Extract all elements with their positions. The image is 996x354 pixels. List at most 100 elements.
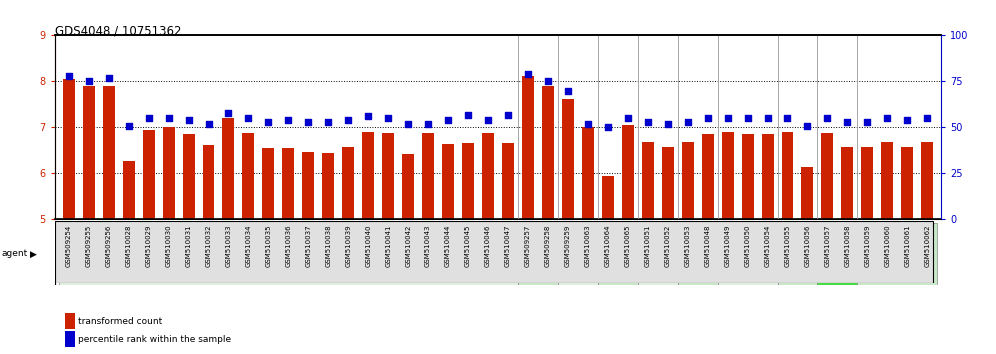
Point: [81, 79, 97, 84]
Bar: [262, 148, 274, 354]
Bar: [742, 134, 754, 354]
Text: GSM510028: GSM510028: [125, 224, 131, 267]
Bar: [59, 223, 518, 285]
Text: GSM510064: GSM510064: [605, 224, 611, 267]
Point: [760, 115, 776, 121]
Point: [560, 88, 576, 93]
Text: GSM510045: GSM510045: [465, 224, 471, 267]
Text: GSM510046: GSM510046: [485, 224, 491, 267]
Bar: [637, 223, 677, 285]
Point: [341, 117, 357, 123]
Text: GSM510054: GSM510054: [765, 224, 771, 267]
Bar: [142, 130, 154, 354]
Bar: [921, 142, 933, 354]
Text: LIF 50 ng/ml: LIF 50 ng/ml: [814, 250, 862, 258]
Point: [301, 119, 317, 125]
Text: GSM510035: GSM510035: [265, 224, 271, 267]
Bar: [641, 142, 653, 354]
Bar: [782, 132, 794, 354]
Point: [121, 123, 136, 129]
Point: [160, 115, 176, 121]
Bar: [622, 125, 633, 354]
Text: GSM510042: GSM510042: [405, 224, 411, 267]
Point: [740, 115, 756, 121]
Text: GSM509256: GSM509256: [106, 224, 112, 267]
Text: no treatment control: no treatment control: [248, 250, 329, 258]
Text: GSM510051: GSM510051: [644, 224, 650, 267]
Bar: [558, 223, 598, 285]
Bar: [901, 147, 913, 354]
Point: [101, 75, 117, 81]
Text: GSM510043: GSM510043: [425, 224, 431, 267]
Bar: [502, 143, 514, 354]
Point: [899, 117, 915, 123]
Text: GSM510060: GSM510060: [884, 224, 890, 267]
Point: [840, 119, 856, 125]
Text: GSM510044: GSM510044: [445, 224, 451, 267]
Text: GSM510052: GSM510052: [664, 224, 670, 267]
Point: [919, 115, 935, 121]
Bar: [822, 133, 834, 354]
Text: GSM510033: GSM510033: [225, 224, 231, 267]
Text: PDGF alfa bet
a hd 50 ng/ml: PDGF alfa bet a hd 50 ng/ml: [871, 244, 924, 264]
Text: GSM510050: GSM510050: [745, 224, 751, 267]
Text: GSM510058: GSM510058: [845, 224, 851, 267]
Bar: [123, 161, 134, 354]
Point: [140, 115, 156, 121]
Point: [820, 115, 836, 121]
Text: GSM510057: GSM510057: [825, 224, 831, 267]
Text: GDNF 50
ng/ml: GDNF 50 ng/ml: [730, 244, 765, 264]
Bar: [762, 134, 774, 354]
Bar: [83, 86, 95, 354]
Point: [580, 121, 596, 127]
Point: [780, 115, 796, 121]
Text: GSM510059: GSM510059: [865, 224, 871, 267]
Text: GSM510040: GSM510040: [366, 224, 372, 267]
Point: [460, 112, 476, 118]
Bar: [242, 133, 254, 354]
Text: GSM510065: GSM510065: [624, 224, 630, 267]
Point: [281, 117, 297, 123]
Bar: [858, 223, 937, 285]
Point: [620, 115, 635, 121]
Point: [361, 114, 376, 119]
Bar: [542, 86, 554, 354]
Point: [240, 115, 256, 121]
Text: GSM510053: GSM510053: [684, 224, 690, 267]
Point: [480, 117, 496, 123]
Point: [400, 121, 416, 127]
Text: GSM509257: GSM509257: [525, 224, 531, 267]
Point: [540, 79, 556, 84]
Bar: [222, 118, 234, 354]
Text: GSM509258: GSM509258: [545, 224, 551, 267]
Text: GSM510041: GSM510041: [385, 224, 391, 267]
Point: [420, 121, 436, 127]
Point: [679, 119, 695, 125]
Text: GSM510034: GSM510034: [245, 224, 251, 267]
Point: [61, 73, 77, 79]
Text: ▶: ▶: [30, 250, 37, 258]
Text: GDS4048 / 10751362: GDS4048 / 10751362: [55, 25, 181, 38]
Bar: [818, 223, 858, 285]
Bar: [462, 143, 474, 354]
Text: GSM510032: GSM510032: [205, 224, 211, 267]
Text: agent: agent: [2, 250, 28, 258]
Text: BMP4 50
ng/ml: BMP4 50 ng/ml: [561, 244, 595, 264]
Text: GSM509255: GSM509255: [86, 224, 92, 267]
Text: GSM510056: GSM510056: [805, 224, 811, 267]
Bar: [677, 223, 717, 285]
Text: GSM510038: GSM510038: [326, 224, 332, 267]
Point: [860, 119, 875, 125]
Text: GSM510029: GSM510029: [145, 224, 151, 267]
Bar: [202, 145, 214, 354]
Bar: [717, 223, 778, 285]
Bar: [162, 127, 174, 354]
Bar: [582, 127, 594, 354]
Bar: [722, 132, 734, 354]
Point: [879, 115, 895, 121]
Bar: [522, 76, 534, 354]
Text: GSM510063: GSM510063: [585, 224, 591, 267]
Bar: [602, 176, 614, 354]
Point: [520, 71, 536, 77]
Bar: [283, 148, 295, 354]
